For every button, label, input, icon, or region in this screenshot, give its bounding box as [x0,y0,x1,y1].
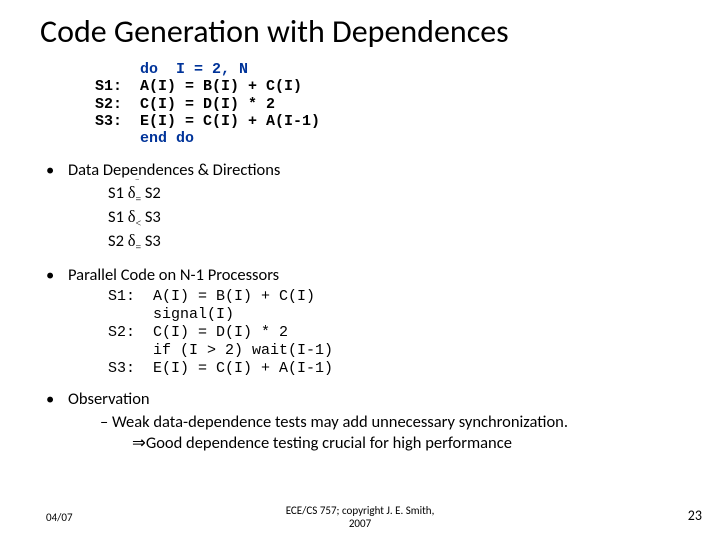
bullet3-head: Observation [68,389,150,409]
code-line-3: S2: C(I) = D(I) * 2 [95,96,275,113]
code-block: do I = 2, N S1: A(I) = B(I) + C(I) S2: C… [95,61,680,147]
footer-page-number: 23 [688,507,702,524]
bullet-list: Data Dependences & Directions S1 δ‾= S2 … [40,161,680,453]
slide: Code Generation with Dependences do I = … [0,0,720,540]
dep-line-3: S2 δ= S3 [68,231,680,255]
dep-line-2: S1 δ< S3 [68,207,680,231]
code-line-4: S3: E(I) = C(I) + A(I-1) [95,113,320,130]
bullet1-head: Data Dependences & Directions [68,160,280,180]
bullet-dependences: Data Dependences & Directions S1 δ‾= S2 … [40,161,680,254]
footer-copyright: ECE/CS 757; copyright J. E. Smith, 2007 [0,504,720,530]
code-line-1: do I = 2, N [95,61,248,78]
code-line-5: end do [95,130,194,147]
bullet2-head: Parallel Code on N-1 Processors [68,265,279,285]
code-line-2: S1: A(I) = B(I) + C(I) [95,78,302,95]
bullet-parallel: Parallel Code on N-1 Processors S1: A(I)… [40,266,680,378]
pcode-3: S2: C(I) = D(I) * 2 [68,324,680,342]
obs-line-2: ⇒Good dependence testing crucial for hig… [68,433,680,454]
pcode-1: S1: A(I) = B(I) + C(I) [68,288,680,306]
bullet1-sub: S1 δ‾= S2 S1 δ< S3 S2 δ= S3 [68,183,680,254]
slide-title: Code Generation with Dependences [40,12,680,51]
bullet-observation: Observation – Weak data-dependence tests… [40,390,680,453]
bullet3-sub: – Weak data-dependence tests may add unn… [68,412,680,453]
pcode-4: if (I > 2) wait(I-1) [68,342,680,360]
obs-line-1: – Weak data-dependence tests may add unn… [68,412,680,433]
pcode-5: S3: E(I) = C(I) + A(I-1) [68,360,680,378]
bullet2-sub: S1: A(I) = B(I) + C(I) signal(I) S2: C(I… [68,288,680,378]
dep-line-1: S1 δ‾= S2 [68,183,680,207]
pcode-2: signal(I) [68,306,680,324]
